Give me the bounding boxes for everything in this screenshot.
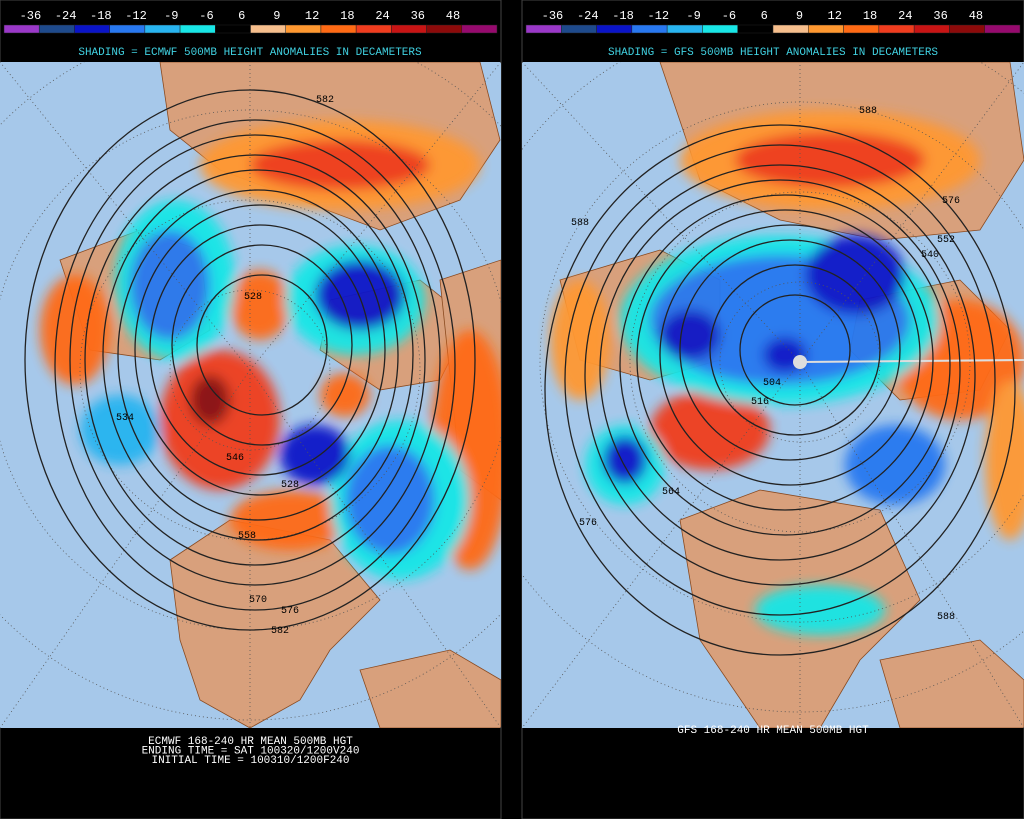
- colorbar-label: 6: [238, 9, 245, 23]
- contour-label: 516: [751, 397, 769, 408]
- contour-label: 540: [921, 250, 939, 261]
- colorbar-label: -6: [722, 9, 736, 23]
- colorbar-label: -18: [612, 9, 634, 23]
- footer: GFS 168-240 HR MEAN 500MB HGT: [677, 725, 869, 737]
- colorbar-label: 24: [898, 9, 912, 23]
- graticule: [522, 62, 1024, 728]
- colorbar-swatch: [843, 24, 880, 34]
- colorbar: -36 -24 -18 -12 -9 -6 6 9 12 18 24 36 48: [525, 9, 1021, 34]
- anomalies: [550, 110, 1024, 635]
- colorbar-swatch: [144, 24, 181, 34]
- colorbar-swatch: [355, 24, 392, 34]
- colorbar-label: 48: [446, 9, 460, 23]
- contour-label: 576: [281, 606, 299, 617]
- colorbar-swatch: [426, 24, 463, 34]
- contour-label: 576: [942, 196, 960, 207]
- panel-title: SHADING = GFS 500MB HEIGHT ANOMALIES IN …: [608, 47, 938, 59]
- colorbar-swatch: [391, 24, 427, 34]
- colorbar-label: -36: [542, 9, 564, 23]
- contour-label: 588: [571, 218, 589, 229]
- colorbar-label: 6: [761, 9, 768, 23]
- contour-labels: 582 528 534 546 558 570 576 582 528: [116, 95, 334, 637]
- colorbar-label: -36: [20, 9, 42, 23]
- colorbar-swatch: [772, 24, 809, 34]
- pole-line: [799, 359, 1024, 363]
- colorbar-label: 48: [969, 9, 983, 23]
- colorbar-swatch: [666, 24, 703, 34]
- contour-label: 576: [579, 518, 597, 529]
- colorbar-label: -6: [199, 9, 213, 23]
- colorbar-label: 9: [273, 9, 280, 23]
- colorbar-label: 18: [863, 9, 877, 23]
- contour-label: 552: [937, 235, 955, 246]
- colorbar-swatch: [808, 24, 844, 34]
- colorbar-swatch: [109, 24, 146, 34]
- colorbar-label: -24: [55, 9, 77, 23]
- colorbar-label: -24: [577, 9, 599, 23]
- colorbar-label: 18: [340, 9, 354, 23]
- contour-label: 558: [238, 531, 256, 542]
- colorbar-swatch: [38, 24, 75, 34]
- contour-label: 546: [226, 453, 244, 464]
- contour-label: 588: [937, 612, 955, 623]
- colorbar-label: 24: [375, 9, 389, 23]
- colorbar-swatch: [74, 24, 110, 34]
- colorbar-swatch: [949, 24, 985, 34]
- footer-line: ECMWF 168-240 HR MEAN 500MB HGT: [148, 736, 353, 748]
- footer-line: INITIAL TIME = 100310/1200F240: [151, 755, 349, 767]
- colorbar-label: -9: [686, 9, 700, 23]
- colorbar-label: -9: [164, 9, 178, 23]
- contour-label: 582: [271, 626, 289, 637]
- panel-title: SHADING = ECMWF 500MB HEIGHT ANOMALIES I…: [78, 47, 422, 59]
- contour-label: 528: [244, 292, 262, 303]
- colorbar-label: -12: [648, 9, 670, 23]
- ecmwf-panel: -36 -24 -18 -12 -9 -6 6 9 12 18 24 36 48 SHADING = E…: [0, 0, 502, 819]
- colorbar-swatch: [525, 24, 562, 34]
- footer-line: ENDING TIME = SAT 100320/1200V240: [142, 746, 360, 758]
- colorbar-swatch: [596, 24, 633, 34]
- contour-label: 570: [249, 595, 267, 606]
- colorbar-swatch: [3, 24, 40, 34]
- colorbar-label: 9: [796, 9, 803, 23]
- contour-label: 534: [116, 413, 134, 424]
- colorbar-swatch: [250, 24, 286, 34]
- map: 588 576 552 540 588 504 516 564 576 588: [522, 62, 1024, 728]
- colorbar-label: 36: [933, 9, 947, 23]
- gfs-panel: -36 -24 -18 -12 -9 -6 6 9 12 18 24 36 48 SHADING = G…: [521, 0, 1024, 819]
- colorbar-swatch: [320, 24, 357, 34]
- footer-line: GFS 168-240 HR MEAN 500MB HGT: [677, 725, 869, 737]
- colorbar-swatch: [737, 24, 774, 34]
- colorbar-swatch: [913, 24, 950, 34]
- contours: [544, 124, 1016, 656]
- colorbar: -36 -24 -18 -12 -9 -6 6 9 12 18 24 36 48: [3, 9, 498, 34]
- contour-label: 582: [316, 95, 334, 106]
- colorbar-label: -12: [125, 9, 147, 23]
- colorbar-swatch: [984, 24, 1021, 34]
- contour-label: 564: [662, 487, 680, 498]
- map: 582 528 534 546 558 570 576 582 528: [0, 62, 501, 728]
- colorbar-swatch: [702, 24, 738, 34]
- colorbar-swatch: [878, 24, 915, 34]
- pole: [793, 355, 807, 369]
- colorbar-label: -18: [90, 9, 112, 23]
- contour-labels: 588 576 552 540 588 504 516 564 576 588: [571, 106, 960, 623]
- contour-label: 588: [859, 106, 877, 117]
- colorbar-swatch: [179, 24, 216, 34]
- contour-label: 504: [763, 378, 781, 389]
- colorbar-swatch: [561, 24, 597, 34]
- colorbar-label: 12: [828, 9, 842, 23]
- colorbar-swatch: [215, 24, 251, 34]
- contours: [24, 89, 476, 631]
- colorbar-label: 36: [411, 9, 425, 23]
- colorbar-swatch: [461, 24, 498, 34]
- colorbar-swatch: [285, 24, 322, 34]
- contour-label: 528: [281, 480, 299, 491]
- colorbar-label: 12: [305, 9, 319, 23]
- colorbar-swatch: [631, 24, 668, 34]
